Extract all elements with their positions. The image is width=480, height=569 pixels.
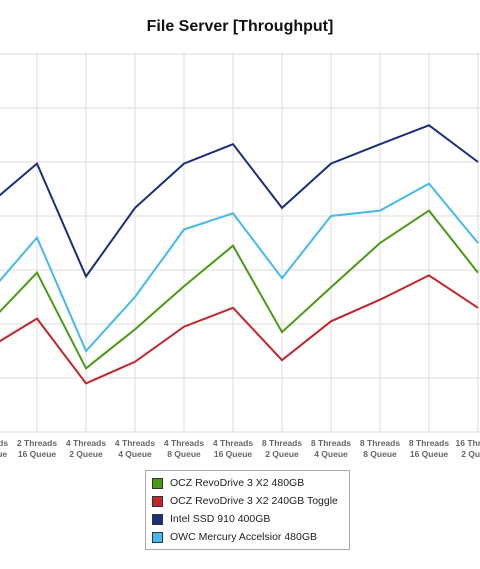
legend-label: OCZ RevoDrive 3 X2 240GB Toggle — [170, 495, 338, 507]
x-tick-label: 8 Threads — [262, 438, 302, 448]
chart-title: File Server [Throughput] — [146, 18, 334, 35]
x-tick-label: 8 Threads — [409, 438, 449, 448]
x-tick-label: 8 Queue — [167, 449, 201, 459]
x-tick-label: 2 Threads — [17, 438, 57, 448]
series-line — [0, 209, 479, 370]
legend-item: OWC Mercury Accelsior 480GB — [152, 528, 343, 546]
x-tick-label: 4 Queue — [118, 449, 152, 459]
x-tick-label: 16 Queue — [410, 449, 449, 459]
x-tick-label: 16 Queue — [18, 449, 57, 459]
x-tick-label: 4 Queue — [314, 449, 348, 459]
legend-swatch — [152, 513, 163, 525]
x-tick-label: 4 Threads — [115, 438, 155, 448]
x-tick-label: 4 Threads — [164, 438, 204, 448]
x-tick-label: 8 Threads — [360, 438, 400, 448]
x-tick-label: 2 Queue — [265, 449, 299, 459]
x-tick-label: 4 Threads — [66, 438, 106, 448]
legend-item: OCZ RevoDrive 3 X2 240GB Toggle — [152, 492, 343, 510]
legend-label: Intel SSD 910 400GB — [170, 513, 271, 525]
chart-legend: OCZ RevoDrive 3 X2 480GB OCZ RevoDrive 3 … — [145, 470, 350, 550]
x-tick-label: 16 Queue — [0, 449, 7, 459]
legend-label: OCZ RevoDrive 3 X2 480GB — [170, 477, 305, 489]
series-line — [0, 274, 479, 385]
legend-swatch — [152, 531, 163, 543]
series-line — [0, 182, 479, 353]
x-tick-label: 8 Threads — [311, 438, 351, 448]
legend-item: OCZ RevoDrive 3 X2 480GB — [152, 474, 343, 492]
legend-swatch — [152, 495, 163, 507]
x-tick-label: 2 Queue — [461, 449, 480, 459]
legend-item: Intel SSD 910 400GB — [152, 510, 343, 528]
x-tick-label: 8 Queue — [363, 449, 397, 459]
x-tick-label: 16 Queue — [214, 449, 253, 459]
x-tick-label: 16 Threads — [456, 438, 480, 448]
series-line — [0, 124, 479, 279]
legend-swatch — [152, 477, 163, 489]
x-tick-label: 4 Threads — [213, 438, 253, 448]
legend-label: OWC Mercury Accelsior 480GB — [170, 531, 318, 543]
x-tick-label: 1 Threads — [0, 438, 8, 448]
x-tick-label: 2 Queue — [69, 449, 103, 459]
